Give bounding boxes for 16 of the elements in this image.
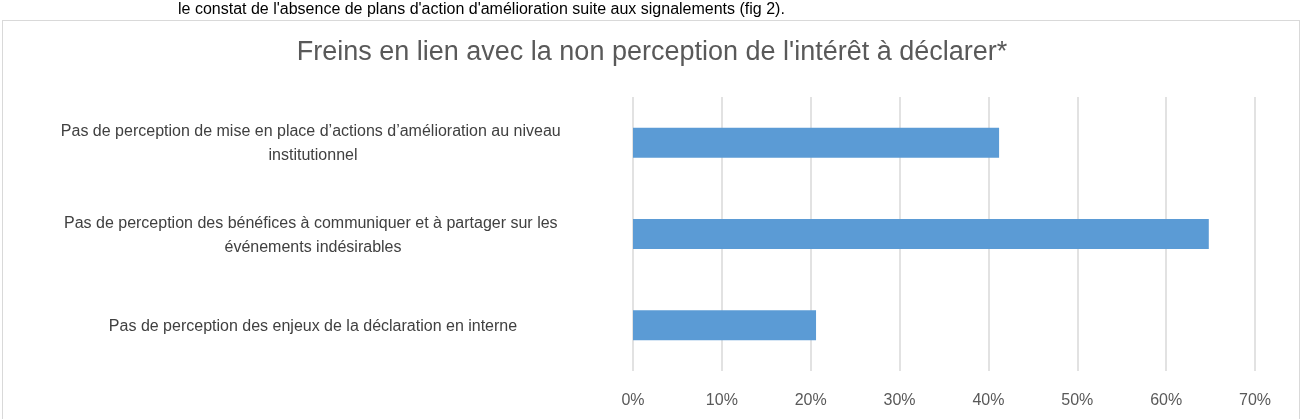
x-tick-label: 40% <box>972 390 1005 408</box>
y-tick-label: Pas de perception de mise en place d’actions d’amélioration au niveau institutionnel <box>60 122 566 164</box>
x-tick-label: 10% <box>705 390 738 408</box>
bar <box>633 127 1000 158</box>
chart-title: Freins en lien avec la non perception de l'intérêt à déclarer* <box>296 35 1008 66</box>
x-tick-label: 70% <box>1238 390 1272 408</box>
x-tick-label: 0% <box>621 390 645 408</box>
y-tick-label: Pas de perception des bénéfices à communiquer et à partager sur les événements indésirables <box>63 213 563 255</box>
x-tick-label: 20% <box>794 390 827 408</box>
bar <box>633 219 1209 249</box>
bar <box>633 310 817 341</box>
x-tick-label: 50% <box>1061 390 1094 408</box>
x-tick-label: 60% <box>1150 390 1183 408</box>
x-tick-label: 30% <box>883 390 916 408</box>
text: le constat de l'absence de plans d'action d'amélioration suite aux signalements (fig 2). <box>178 0 785 18</box>
y-tick-label: Pas de perception des enjeux de la déclaration en interne <box>108 316 518 334</box>
